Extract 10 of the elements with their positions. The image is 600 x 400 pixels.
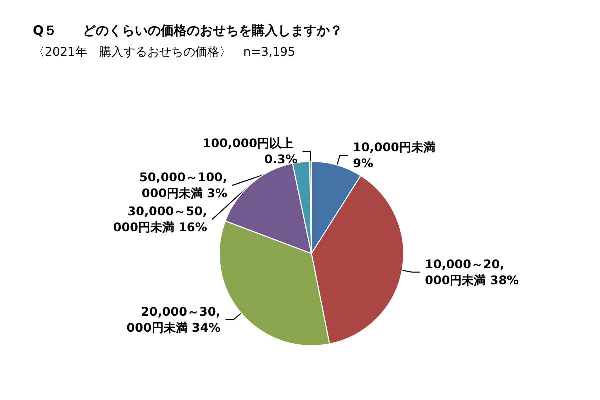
data-label: 0.3%	[264, 152, 298, 167]
slice-label: 100,000円以上	[202, 136, 298, 151]
slice-label: 10,000～20,000円未満 38%	[425, 257, 520, 288]
chart-title: Q５ どのくらいの価格のおせちを購入しますか？	[33, 23, 344, 39]
slice-label: 10,000円未満	[353, 140, 440, 155]
slice-label: 30,000～50,000円未満 16%	[113, 204, 208, 235]
slice-label: 50,000～100,000円未満 3%	[140, 170, 228, 201]
slice-label: 20,000～30,000円未満 34%	[126, 304, 221, 335]
chart-subtitle: 〈2021年 購入するおせちの価格〉 n=3,195	[33, 45, 296, 59]
data-label: 9%	[353, 156, 374, 171]
